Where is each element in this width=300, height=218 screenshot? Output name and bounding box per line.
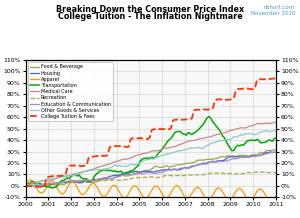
Text: dshort.com: dshort.com <box>264 5 296 10</box>
Text: November 2010: November 2010 <box>251 11 296 16</box>
Text: College Tuition - The Inflation Nightmare: College Tuition - The Inflation Nightmar… <box>58 12 242 21</box>
Text: Breaking Down the Consumer Price Index: Breaking Down the Consumer Price Index <box>56 5 244 14</box>
Legend: Food & Beverage, Housing, Apparel, Transportation, Medical Care, Recreation, Edu: Food & Beverage, Housing, Apparel, Trans… <box>28 62 112 121</box>
